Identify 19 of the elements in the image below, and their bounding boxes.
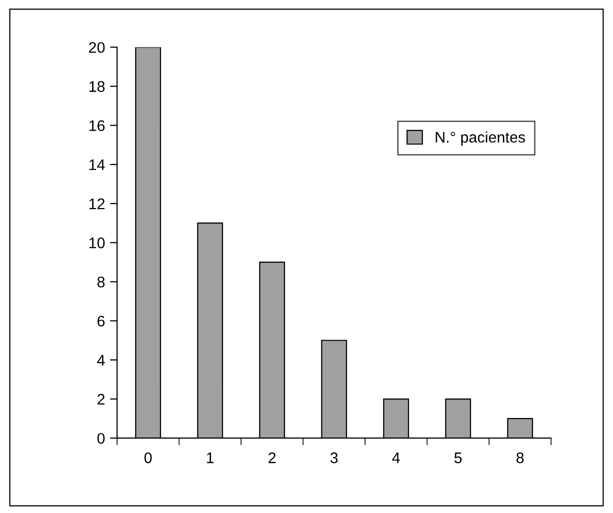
x-tick-label: 4 — [392, 452, 400, 464]
y-tick-label: 12 — [89, 198, 105, 210]
x-tick-label: 2 — [268, 452, 276, 464]
y-tick-label: 6 — [98, 316, 105, 327]
legend-label: N.° pacientes — [436, 131, 526, 146]
y-tick-label: 20 — [89, 42, 105, 53]
x-tick-label: 5 — [454, 452, 462, 464]
y-tick-label: 2 — [98, 394, 105, 405]
y-tick-label: 8 — [97, 276, 105, 288]
y-tick-label: 10 — [89, 238, 105, 248]
x-tick-label: 8 — [516, 452, 524, 464]
x-tick-label: 1 — [207, 452, 214, 464]
y-tick-label: 0 — [97, 432, 105, 444]
x-tick-label: 0 — [144, 452, 152, 464]
y-tick-label: 16 — [89, 120, 105, 132]
y-tick-label: 4 — [97, 354, 105, 366]
x-tick-label: 3 — [330, 452, 338, 464]
y-tick-label: 18 — [89, 81, 105, 92]
y-tick-label: 14 — [89, 159, 105, 170]
